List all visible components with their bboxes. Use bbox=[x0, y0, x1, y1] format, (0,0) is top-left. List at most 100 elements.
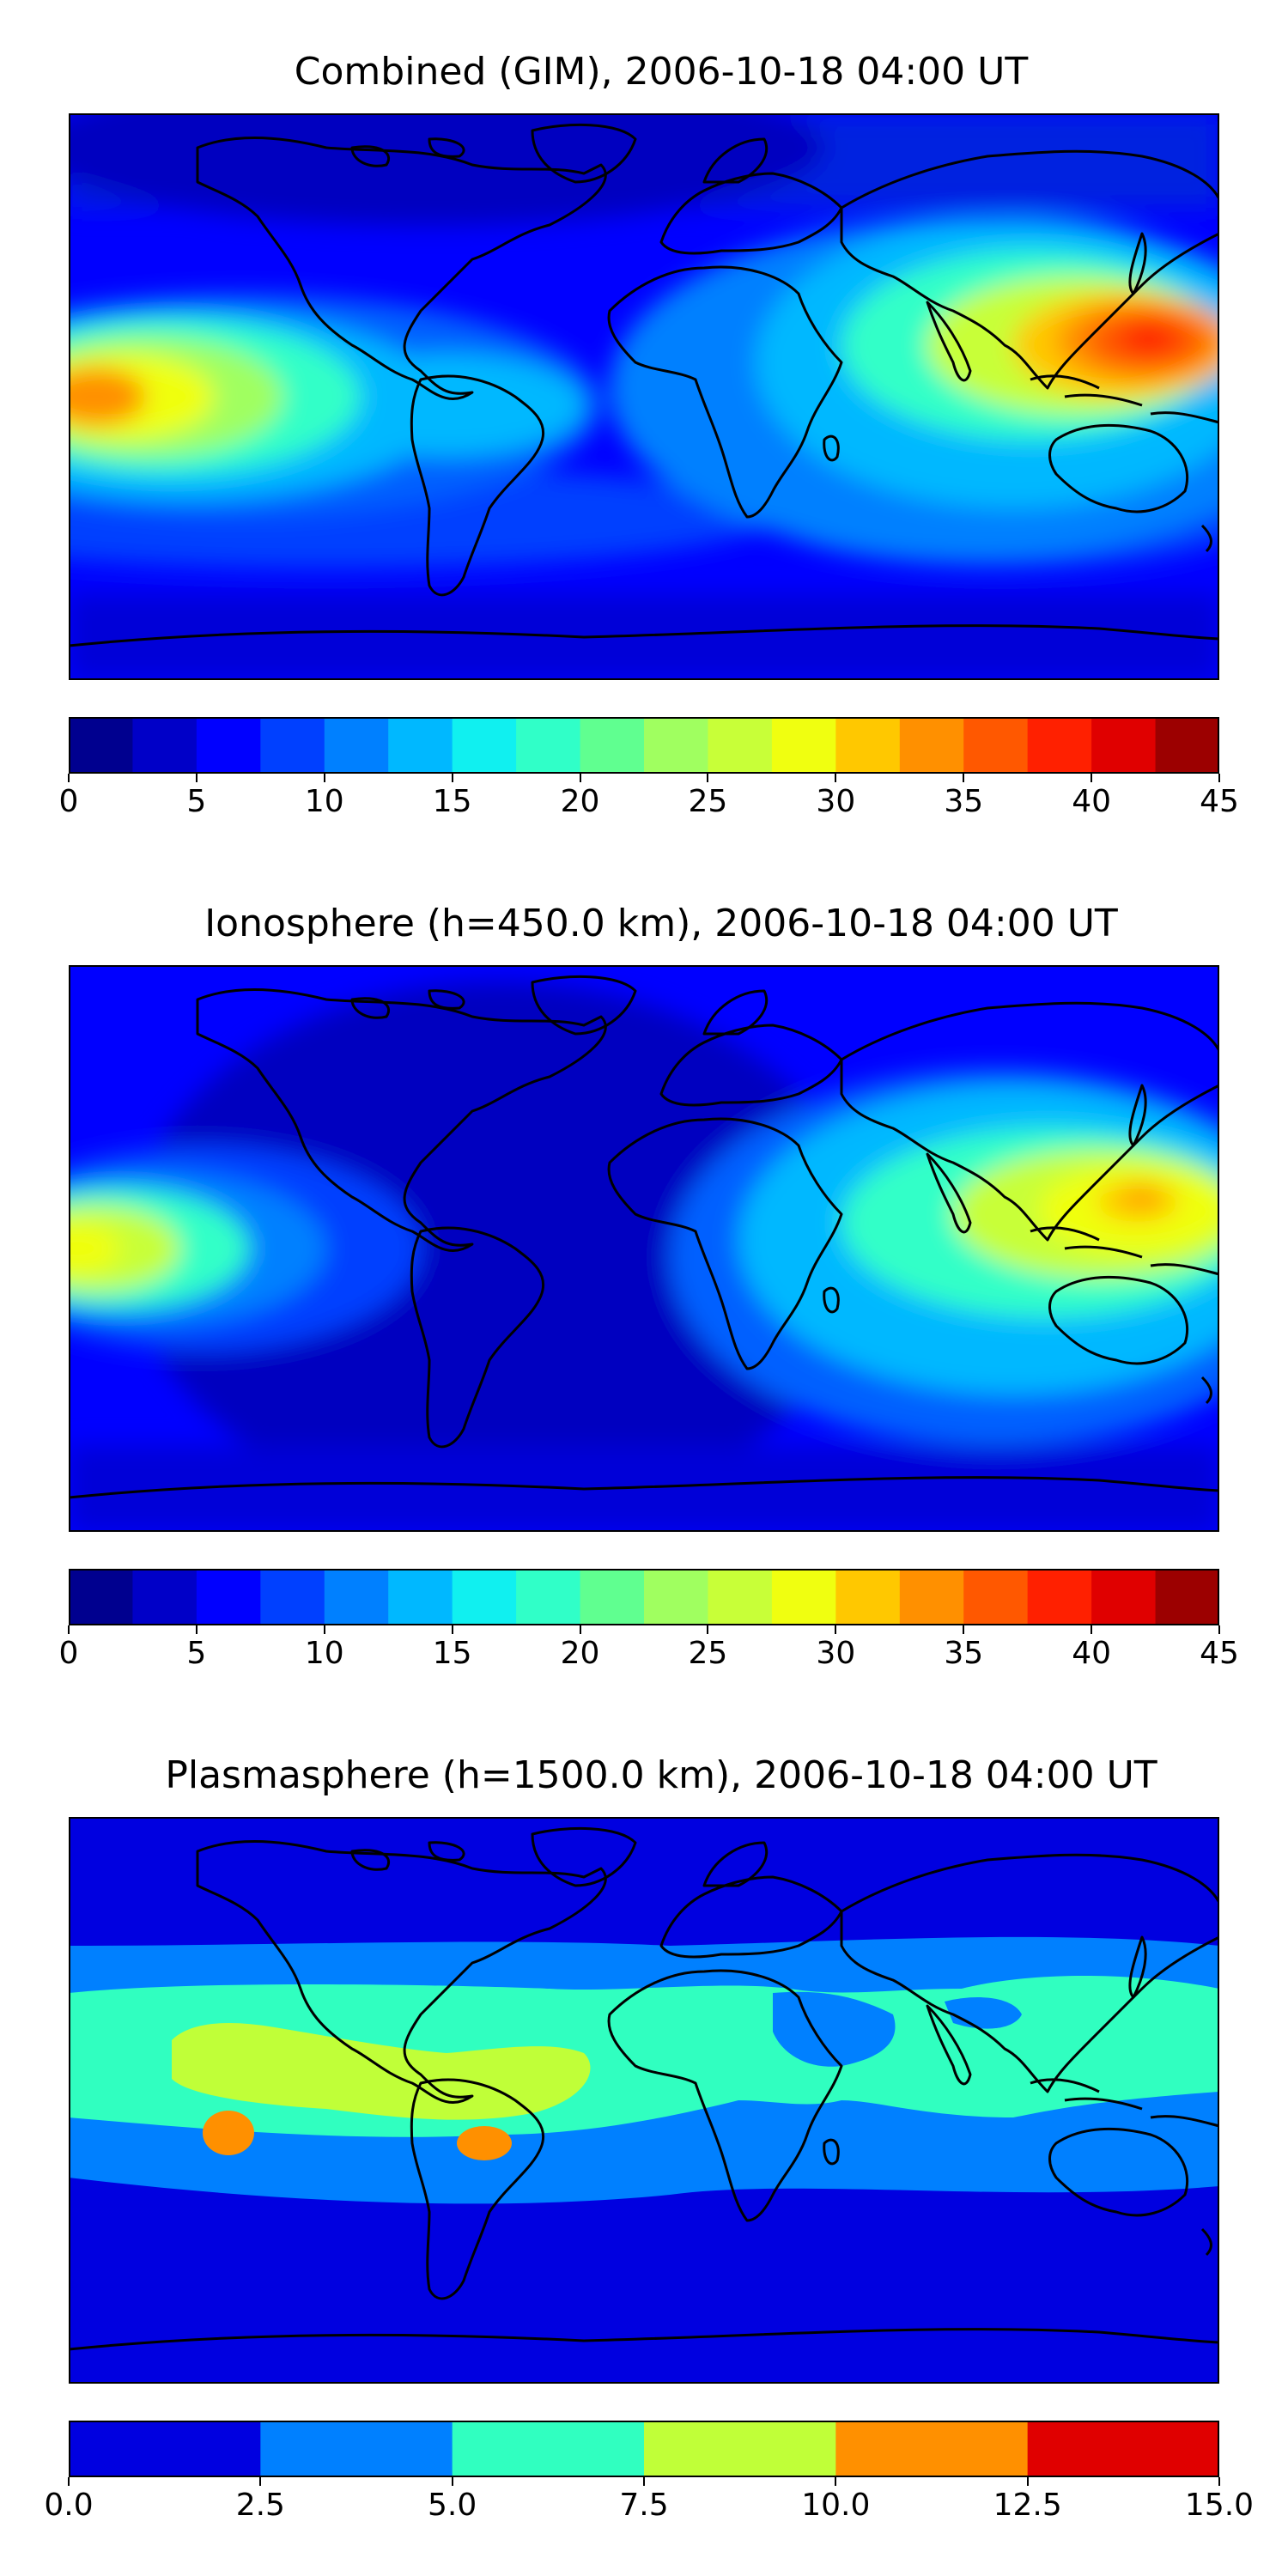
colorbar-tick-label: 2.5 bbox=[235, 2488, 285, 2523]
colorbar-segment bbox=[1027, 717, 1092, 774]
colorbar-border bbox=[69, 2421, 1219, 2477]
colorbar-segment bbox=[580, 1569, 645, 1625]
panel-title: Combined (GIM), 2006-10-18 04:00 UT bbox=[294, 50, 1029, 94]
colorbar-segment bbox=[260, 717, 325, 774]
colorbar-tick-label: 40 bbox=[1072, 1636, 1112, 1671]
colorbar-tick-label: 10 bbox=[304, 1636, 344, 1671]
colorbar-tick-mark bbox=[1091, 774, 1093, 782]
colorbar-segment bbox=[1027, 1569, 1092, 1625]
colorbar-segment bbox=[324, 717, 389, 774]
colorbar-tick-label: 5 bbox=[186, 1636, 207, 1671]
plasmasphere-tec-map bbox=[69, 1817, 1219, 2384]
colorbar-segment bbox=[835, 717, 901, 774]
colorbar-segment bbox=[1155, 1569, 1220, 1625]
colorbar-tick-mark bbox=[835, 774, 837, 782]
colorbar-tick-mark bbox=[323, 1625, 325, 1634]
colorbar-tick-label: 30 bbox=[816, 784, 856, 819]
colorbar-segment bbox=[899, 1569, 964, 1625]
colorbar-tick-mark bbox=[963, 1625, 965, 1634]
panel-title: Ionosphere (h=450.0 km), 2006-10-18 04:0… bbox=[204, 902, 1118, 945]
colorbar-tick-label: 12.5 bbox=[993, 2488, 1062, 2523]
colorbar-tick-mark bbox=[835, 1625, 837, 1634]
combined-tec-map bbox=[69, 113, 1219, 680]
map-border bbox=[69, 113, 1219, 680]
colorbar-segment bbox=[771, 1569, 836, 1625]
colorbar-border bbox=[69, 1569, 1219, 1625]
colorbar-tick-label: 45 bbox=[1200, 1636, 1239, 1671]
colorbar-tick-mark bbox=[1026, 2477, 1029, 2486]
colorbar-segment bbox=[963, 1569, 1029, 1625]
colorbar-tick-mark bbox=[707, 774, 709, 782]
colorbar-tick-mark bbox=[68, 774, 70, 782]
colorbar-tick-label: 40 bbox=[1072, 784, 1112, 819]
colorbar-tick-label: 0 bbox=[58, 784, 79, 819]
colorbar-tick-mark bbox=[579, 1625, 581, 1634]
map-border bbox=[69, 965, 1219, 1532]
colorbar-segment bbox=[132, 717, 197, 774]
colorbar-segment bbox=[69, 2421, 261, 2477]
colorbar-segment bbox=[1091, 717, 1157, 774]
colorbar-tick-mark bbox=[451, 1625, 453, 1634]
colorbar-gradient bbox=[69, 1569, 1220, 1625]
colorbar-tick-mark bbox=[259, 2477, 262, 2486]
colorbar-segment bbox=[708, 717, 773, 774]
colorbar-tick-label: 15 bbox=[432, 784, 472, 819]
colorbar-segment bbox=[452, 2421, 645, 2477]
colorbar-segment bbox=[388, 717, 453, 774]
colorbar-segment bbox=[1091, 1569, 1157, 1625]
colorbar-tick-label: 35 bbox=[944, 1636, 984, 1671]
colorbar-segment bbox=[69, 717, 134, 774]
colorbar-tick-mark bbox=[1218, 774, 1220, 782]
colorbar-tick-mark bbox=[195, 774, 197, 782]
colorbar bbox=[69, 717, 1220, 774]
colorbar-tick-mark bbox=[643, 2477, 645, 2486]
colorbar bbox=[69, 2421, 1220, 2477]
colorbar-tick-mark bbox=[195, 1625, 197, 1634]
colorbar-tick-mark bbox=[323, 774, 325, 782]
colorbar-tick-label: 35 bbox=[944, 784, 984, 819]
colorbar-segment bbox=[132, 1569, 197, 1625]
colorbar-tick-label: 10.0 bbox=[801, 2488, 871, 2523]
colorbar-tick-label: 5 bbox=[186, 784, 207, 819]
colorbar-tick-mark bbox=[68, 2477, 70, 2486]
colorbar-tick-label: 5.0 bbox=[428, 2488, 477, 2523]
colorbar-segment bbox=[452, 717, 517, 774]
map-border bbox=[69, 1817, 1219, 2384]
colorbar-tick-label: 45 bbox=[1200, 784, 1239, 819]
colorbar-tick-label: 0.0 bbox=[44, 2488, 94, 2523]
colorbar-segment bbox=[516, 1569, 581, 1625]
colorbar-ticks: 0 5 10 15 20 25 30 35 40 45 bbox=[59, 774, 1239, 825]
panel-title: Plasmasphere (h=1500.0 km), 2006-10-18 0… bbox=[165, 1753, 1157, 1797]
colorbar-segment bbox=[69, 1569, 134, 1625]
colorbar-tick-label: 0 bbox=[58, 1636, 79, 1671]
colorbar-segment bbox=[644, 717, 709, 774]
colorbar-tick-label: 25 bbox=[688, 1636, 728, 1671]
colorbar-tick-label: 15 bbox=[432, 1636, 472, 1671]
colorbar-tick-mark bbox=[451, 774, 453, 782]
colorbar-segment bbox=[388, 1569, 453, 1625]
colorbar-segment bbox=[644, 1569, 709, 1625]
colorbar-segment bbox=[899, 717, 964, 774]
colorbar-segment bbox=[260, 2421, 453, 2477]
colorbar-segment bbox=[835, 2421, 1029, 2477]
colorbar-tick-mark bbox=[707, 1625, 709, 1634]
colorbar-segment bbox=[644, 2421, 836, 2477]
colorbar-segment bbox=[1027, 2421, 1220, 2477]
colorbar-tick-label: 15.0 bbox=[1184, 2488, 1255, 2523]
colorbar-tick-mark bbox=[68, 1625, 70, 1634]
colorbar-tick-label: 7.5 bbox=[619, 2488, 669, 2523]
colorbar-gradient bbox=[69, 2421, 1220, 2477]
colorbar-tick-mark bbox=[579, 774, 581, 782]
colorbar-tick-mark bbox=[1218, 2477, 1220, 2486]
colorbar-ticks: 0 5 10 15 20 25 30 35 40 45 bbox=[59, 1625, 1239, 1677]
colorbar-segment bbox=[516, 717, 581, 774]
colorbar-tick-label: 20 bbox=[560, 1636, 600, 1671]
colorbar-tick-label: 20 bbox=[560, 784, 600, 819]
colorbar-ticks: 0.0 2.5 5.0 7.5 10.0 12.5 15.0 bbox=[44, 2477, 1254, 2529]
colorbar-segment bbox=[835, 1569, 901, 1625]
colorbar-segment bbox=[196, 1569, 261, 1625]
colorbar-tick-mark bbox=[835, 2477, 837, 2486]
colorbar-segment bbox=[963, 717, 1029, 774]
colorbar-segment bbox=[324, 1569, 389, 1625]
colorbar-tick-label: 30 bbox=[816, 1636, 856, 1671]
